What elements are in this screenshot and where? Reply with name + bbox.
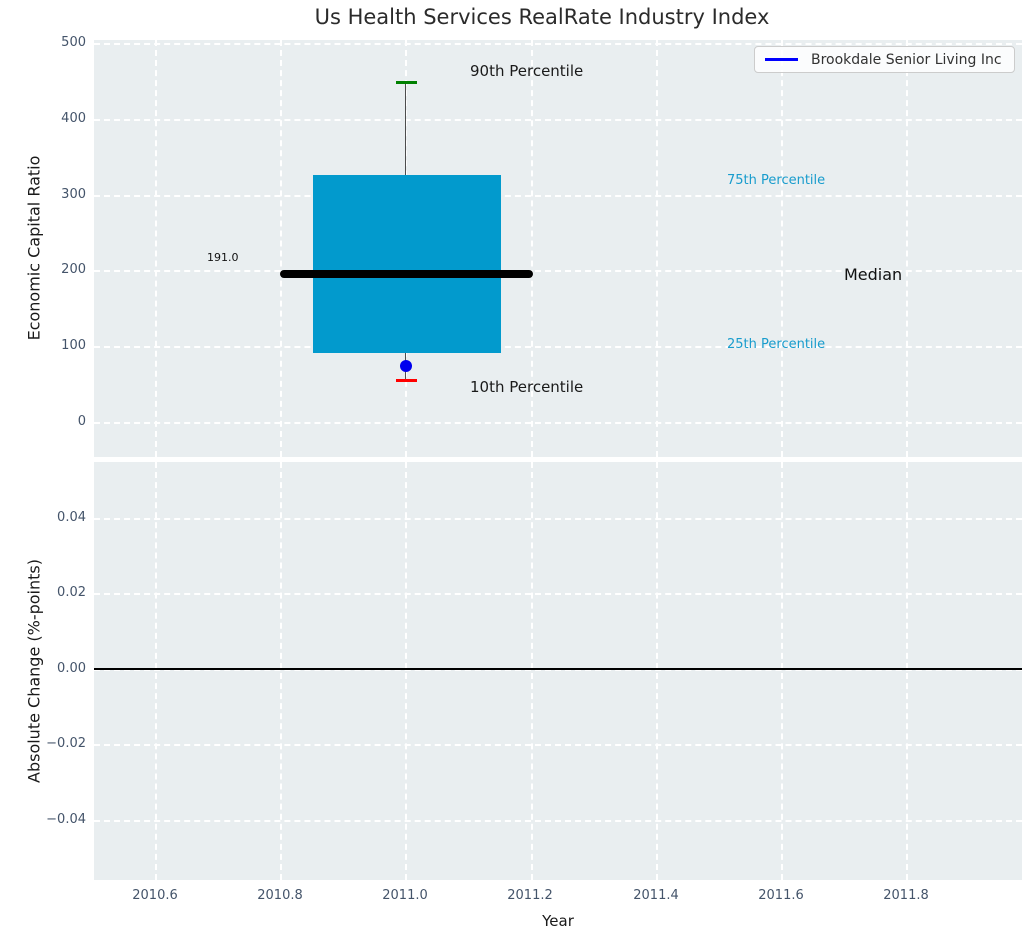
boxplot-median-line bbox=[280, 270, 533, 278]
gridline-vertical bbox=[656, 462, 658, 880]
top-plot-area: 90th Percentile 10th Percentile 75th Per… bbox=[94, 40, 1022, 457]
ytick-bottom: 0.02 bbox=[57, 585, 86, 600]
gridline-vertical bbox=[906, 40, 908, 457]
xtick: 2010.8 bbox=[257, 888, 303, 903]
boxplot-10th-percentile-cap bbox=[396, 379, 417, 382]
gridline-vertical bbox=[531, 40, 533, 457]
x-axis-label: Year bbox=[542, 912, 574, 930]
boxplot-box bbox=[313, 175, 501, 353]
annotation-median: Median bbox=[844, 265, 903, 284]
top-y-axis-label: Economic Capital Ratio bbox=[24, 155, 44, 341]
annotation-75th-percentile: 75th Percentile bbox=[727, 173, 826, 188]
xtick: 2011.2 bbox=[507, 888, 553, 903]
ytick-top: 500 bbox=[61, 35, 86, 50]
gridline-horizontal bbox=[94, 593, 1022, 595]
gridline-horizontal bbox=[94, 119, 1022, 121]
company-data-point bbox=[400, 360, 412, 372]
legend-line-swatch bbox=[765, 58, 798, 61]
gridline-vertical bbox=[280, 40, 282, 457]
ytick-top: 0 bbox=[77, 414, 86, 429]
gridline-vertical bbox=[280, 462, 282, 880]
median-value-label: 191.0 bbox=[207, 251, 239, 264]
xtick: 2011.4 bbox=[633, 888, 679, 903]
ytick-bottom: 0.00 bbox=[57, 661, 86, 676]
ytick-bottom: 0.04 bbox=[57, 510, 86, 525]
gridline-vertical bbox=[155, 40, 157, 457]
gridline-horizontal bbox=[94, 820, 1022, 822]
gridline-horizontal bbox=[94, 195, 1022, 197]
legend-label: Brookdale Senior Living Inc bbox=[811, 51, 1002, 68]
gridline-horizontal bbox=[94, 669, 1022, 671]
zero-reference-line bbox=[94, 668, 1022, 670]
legend: Brookdale Senior Living Inc bbox=[754, 46, 1015, 73]
gridline-horizontal bbox=[94, 346, 1022, 348]
gridline-horizontal bbox=[94, 518, 1022, 520]
ytick-top: 100 bbox=[61, 338, 86, 353]
gridline-vertical bbox=[781, 40, 783, 457]
annotation-90th-percentile: 90th Percentile bbox=[470, 62, 584, 80]
annotation-10th-percentile: 10th Percentile bbox=[470, 378, 584, 396]
gridline-vertical bbox=[531, 462, 533, 880]
gridline-vertical bbox=[155, 462, 157, 880]
gridline-vertical bbox=[781, 462, 783, 880]
ytick-bottom: −0.04 bbox=[46, 812, 86, 827]
ytick-top: 400 bbox=[61, 111, 86, 126]
ytick-top: 200 bbox=[61, 262, 86, 277]
gridline-horizontal bbox=[94, 43, 1022, 45]
ytick-bottom: −0.02 bbox=[46, 736, 86, 751]
xtick: 2011.6 bbox=[758, 888, 804, 903]
annotation-25th-percentile: 25th Percentile bbox=[727, 337, 826, 352]
gridline-vertical bbox=[656, 40, 658, 457]
bottom-plot-area bbox=[94, 462, 1022, 880]
boxplot-90th-percentile-cap bbox=[396, 81, 417, 84]
xtick: 2011.8 bbox=[883, 888, 929, 903]
gridline-horizontal bbox=[94, 422, 1022, 424]
gridline-vertical bbox=[405, 462, 407, 880]
gridline-horizontal bbox=[94, 270, 1022, 272]
xtick: 2010.6 bbox=[132, 888, 178, 903]
bottom-y-axis-label: Absolute Change (%-points) bbox=[24, 559, 44, 783]
xtick: 2011.0 bbox=[382, 888, 428, 903]
ytick-top: 300 bbox=[61, 187, 86, 202]
chart-title: Us Health Services RealRate Industry Ind… bbox=[314, 5, 770, 29]
gridline-horizontal bbox=[94, 744, 1022, 746]
gridline-vertical bbox=[906, 462, 908, 880]
